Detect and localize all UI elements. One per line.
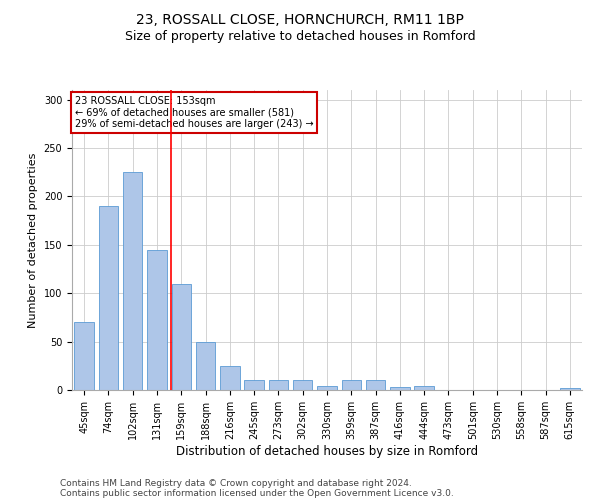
Text: Contains public sector information licensed under the Open Government Licence v3: Contains public sector information licen… [60, 488, 454, 498]
Bar [415, 386, 434, 390]
X-axis label: Distribution of detached houses by size in Romford: Distribution of detached houses by size … [176, 444, 478, 458]
Bar [147, 250, 167, 390]
Text: 23, ROSSALL CLOSE, HORNCHURCH, RM11 1BP: 23, ROSSALL CLOSE, HORNCHURCH, RM11 1BP [136, 12, 464, 26]
Bar [196, 342, 215, 390]
Text: Size of property relative to detached houses in Romford: Size of property relative to detached ho… [125, 30, 475, 43]
Bar [269, 380, 288, 390]
Bar [366, 380, 385, 390]
Bar [244, 380, 264, 390]
Y-axis label: Number of detached properties: Number of detached properties [28, 152, 38, 328]
Bar [293, 380, 313, 390]
Bar [220, 366, 239, 390]
Bar [390, 387, 410, 390]
Bar [560, 388, 580, 390]
Bar [74, 322, 94, 390]
Text: 23 ROSSALL CLOSE: 153sqm
← 69% of detached houses are smaller (581)
29% of semi-: 23 ROSSALL CLOSE: 153sqm ← 69% of detach… [74, 96, 313, 129]
Text: Contains HM Land Registry data © Crown copyright and database right 2024.: Contains HM Land Registry data © Crown c… [60, 478, 412, 488]
Bar [99, 206, 118, 390]
Bar [341, 380, 361, 390]
Bar [123, 172, 142, 390]
Bar [172, 284, 191, 390]
Bar [317, 386, 337, 390]
